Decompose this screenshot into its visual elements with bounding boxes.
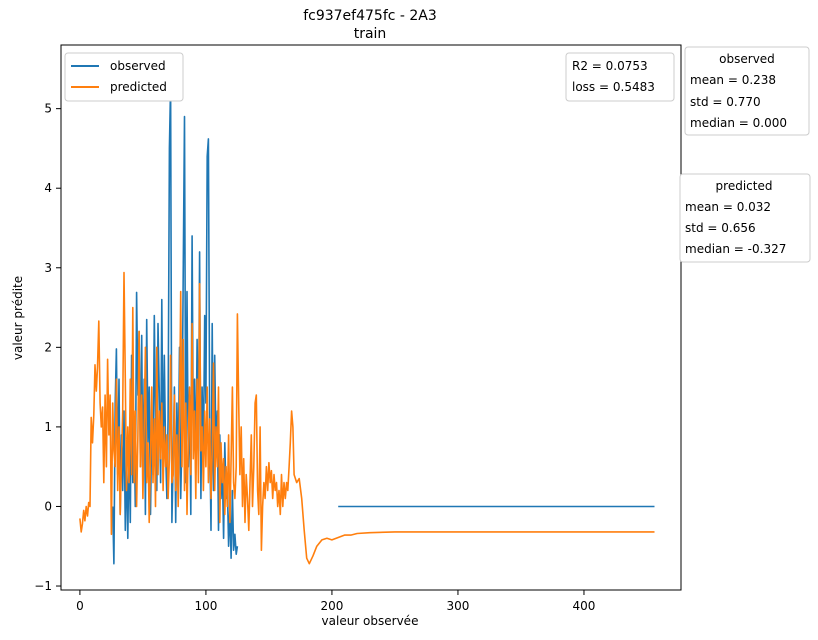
y-tick-label: 2 [44,340,52,354]
x-tick-label: 0 [76,599,84,613]
stats-mean-observed: mean = 0.238 [690,73,776,87]
stats-median-observed: median = 0.000 [690,116,787,130]
legend-label-predicted: predicted [110,80,167,94]
y-tick-label: 4 [44,181,52,195]
stats-box-predicted: predicted mean = 0.032 std = 0.656 media… [679,173,811,263]
metric-loss: loss = 0.5483 [572,80,655,94]
stats-title-observed: observed [719,52,775,66]
series-line-observed [111,84,239,565]
stats-std-predicted: std = 0.656 [685,221,756,235]
x-tick-label: 300 [446,599,469,613]
y-tick-label: −1 [34,579,52,593]
y-axis-label: valeur prédite [11,276,25,360]
stats-box-observed: observed mean = 0.238 std = 0.770 median… [684,46,810,136]
y-tick-label: 1 [44,420,52,434]
x-tick-label: 100 [194,599,217,613]
metric-r2: R2 = 0.0753 [572,59,648,73]
plot-area [60,44,682,591]
series-line-predicted [79,271,655,565]
axis-ticks: 0 100 200 300 400 −1 0 1 2 3 4 5 [34,102,595,613]
series-lines [79,84,655,565]
stats-mean-predicted: mean = 0.032 [685,200,771,214]
x-tick-label: 400 [573,599,596,613]
y-tick-label: 0 [44,499,52,513]
stats-title-predicted: predicted [716,179,773,193]
metrics-box: R2 = 0.0753 loss = 0.5483 [565,52,675,102]
stats-std-observed: std = 0.770 [690,95,761,109]
legend-label-observed: observed [110,59,166,73]
y-tick-label: 5 [44,102,52,116]
chart-title: fc937ef475fc - 2A3 [303,8,437,24]
x-axis-label: valeur observée [322,614,419,628]
y-tick-label: 3 [44,261,52,275]
legend: observed predicted [64,52,184,102]
x-tick-label: 200 [320,599,343,613]
chart-subtitle: train [354,26,387,42]
stats-median-predicted: median = -0.327 [685,242,786,256]
